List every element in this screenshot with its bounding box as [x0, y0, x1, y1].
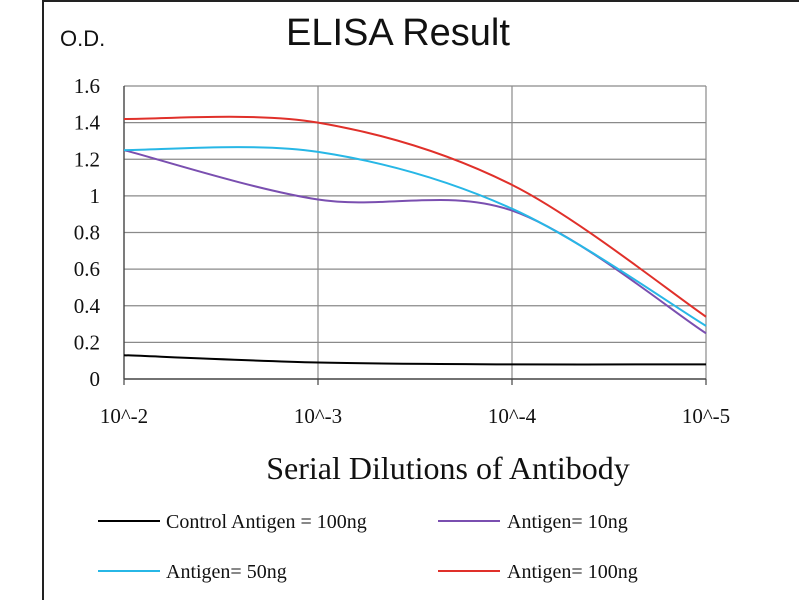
legend-label-2: Antigen= 50ng — [166, 561, 287, 583]
legend-label-1: Antigen= 10ng — [507, 511, 628, 533]
legend-label-3: Antigen= 100ng — [507, 561, 638, 583]
x-tick-label: 10^-4 — [488, 404, 537, 428]
series-line-3 — [123, 115, 707, 318]
y-axis-label: O.D. — [60, 26, 106, 51]
y-tick-label: 1.6 — [74, 74, 100, 98]
y-tick-label: 0.6 — [74, 257, 100, 281]
series-line-0 — [123, 354, 707, 366]
y-tick-label: 0.2 — [74, 330, 100, 354]
y-tick-label: 1 — [90, 184, 101, 208]
series-line-1 — [123, 149, 707, 335]
y-tick-label: 1.2 — [74, 147, 100, 171]
x-tick-label: 10^-3 — [294, 404, 342, 428]
series-line-2 — [123, 146, 707, 327]
x-axis-label: Serial Dilutions of Antibody — [266, 450, 630, 486]
legend-label-0: Control Antigen = 100ng — [166, 511, 367, 533]
y-tick-label: 0.8 — [74, 221, 100, 245]
x-tick-label: 10^-2 — [100, 404, 148, 428]
y-tick-label: 0 — [90, 367, 101, 391]
chart-title: ELISA Result — [286, 12, 510, 54]
y-tick-label: 1.4 — [74, 111, 101, 135]
x-tick-label: 10^-5 — [682, 404, 730, 428]
y-tick-label: 0.4 — [74, 294, 101, 318]
chart-frame — [42, 0, 799, 600]
